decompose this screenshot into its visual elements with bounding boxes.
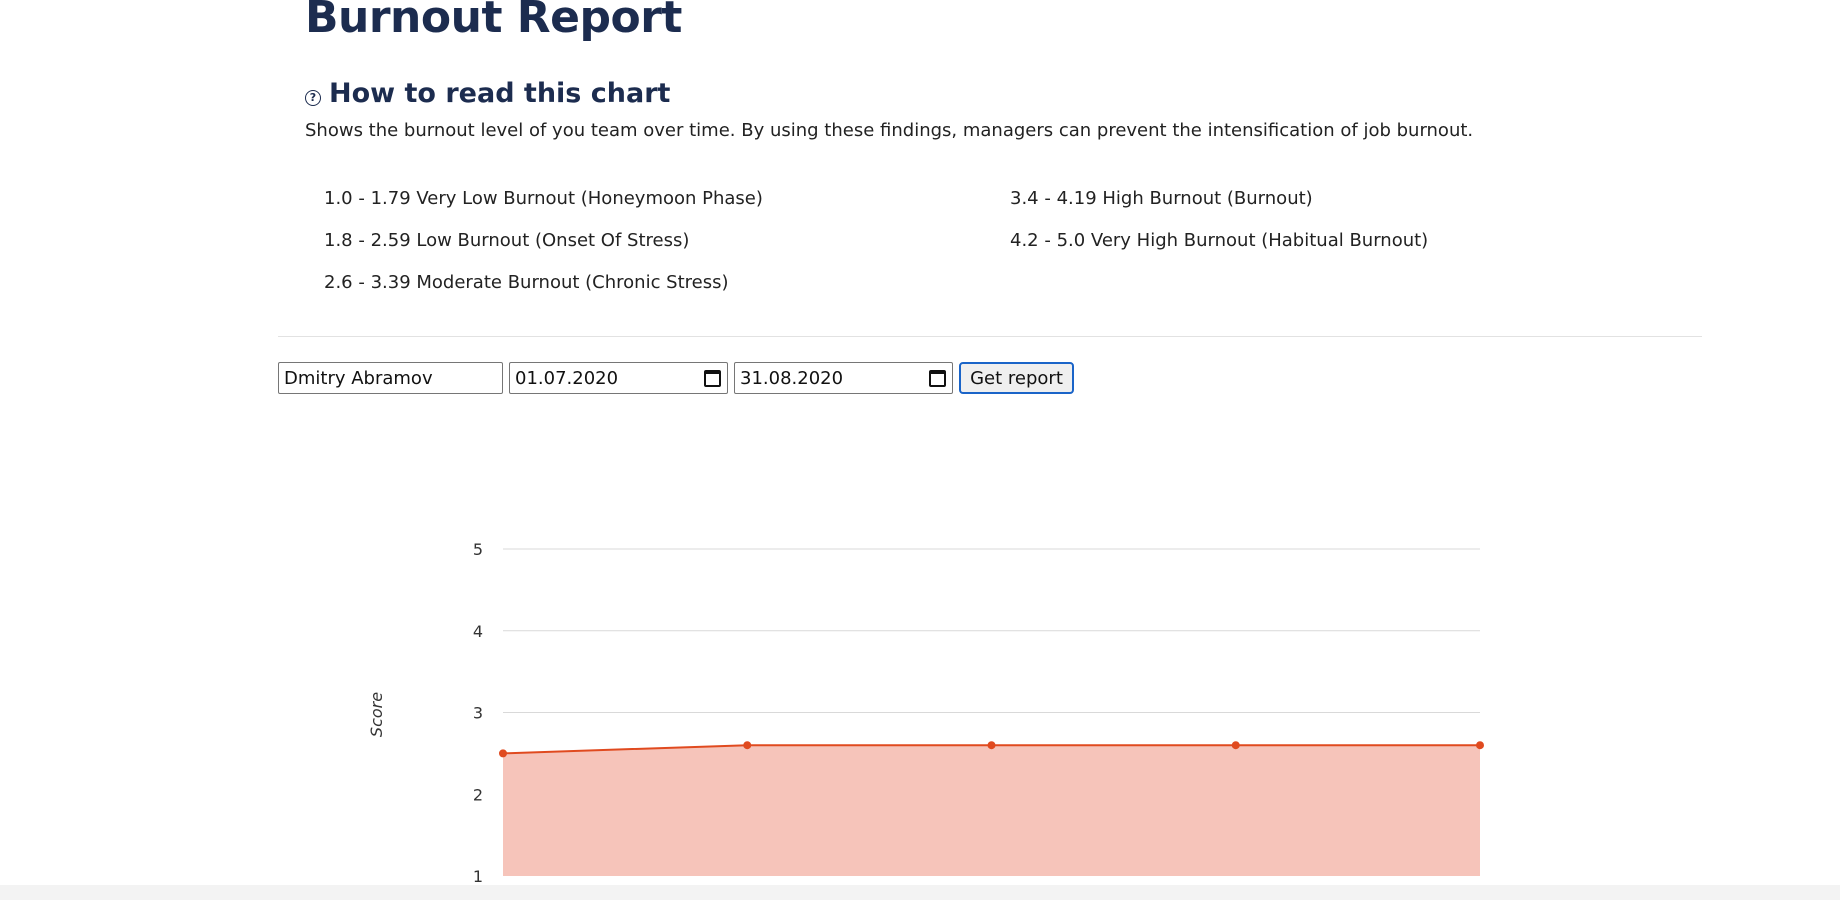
data-point — [743, 741, 752, 750]
data-point — [987, 741, 996, 750]
page-bottom-edge — [0, 885, 1840, 900]
legend-very-low: 1.0 - 1.79 Very Low Burnout (Honeymoon P… — [324, 188, 763, 209]
legend-very-high: 4.2 - 5.0 Very High Burnout (Habitual Bu… — [1010, 230, 1429, 251]
how-to-read-label: How to read this chart — [329, 78, 671, 109]
calendar-icon[interactable] — [929, 369, 946, 387]
calendar-icon[interactable] — [704, 369, 721, 387]
data-point — [499, 749, 507, 758]
series-area — [503, 745, 1480, 876]
y-tick-label: 3 — [473, 704, 483, 723]
how-to-read-heading: ? How to read this chart — [305, 78, 670, 109]
legend-low: 1.8 - 2.59 Low Burnout (Onset Of Stress) — [324, 230, 690, 251]
legend-moderate: 2.6 - 3.39 Moderate Burnout (Chronic Str… — [324, 272, 729, 293]
legend-high: 3.4 - 4.19 High Burnout (Burnout) — [1010, 188, 1313, 209]
y-tick-label: 5 — [473, 540, 483, 559]
start-date-value: 01.07.2020 — [515, 367, 619, 389]
y-tick-label: 1 — [473, 867, 483, 886]
help-circle-icon: ? — [305, 89, 321, 106]
name-input[interactable] — [278, 362, 503, 394]
get-report-button[interactable]: Get report — [959, 362, 1074, 394]
section-divider — [278, 336, 1702, 337]
y-tick-label: 2 — [473, 785, 483, 804]
start-date-input[interactable]: 01.07.2020 — [509, 362, 728, 394]
y-tick-label: 4 — [473, 622, 483, 641]
data-point — [1231, 741, 1240, 750]
chart-description: Shows the burnout level of you team over… — [305, 120, 1474, 141]
y-axis-label: Score — [367, 692, 386, 737]
data-point — [1476, 741, 1484, 750]
page-title: Burnout Report — [305, 0, 682, 43]
end-date-input[interactable]: 31.08.2020 — [734, 362, 953, 394]
end-date-value: 31.08.2020 — [740, 367, 844, 389]
